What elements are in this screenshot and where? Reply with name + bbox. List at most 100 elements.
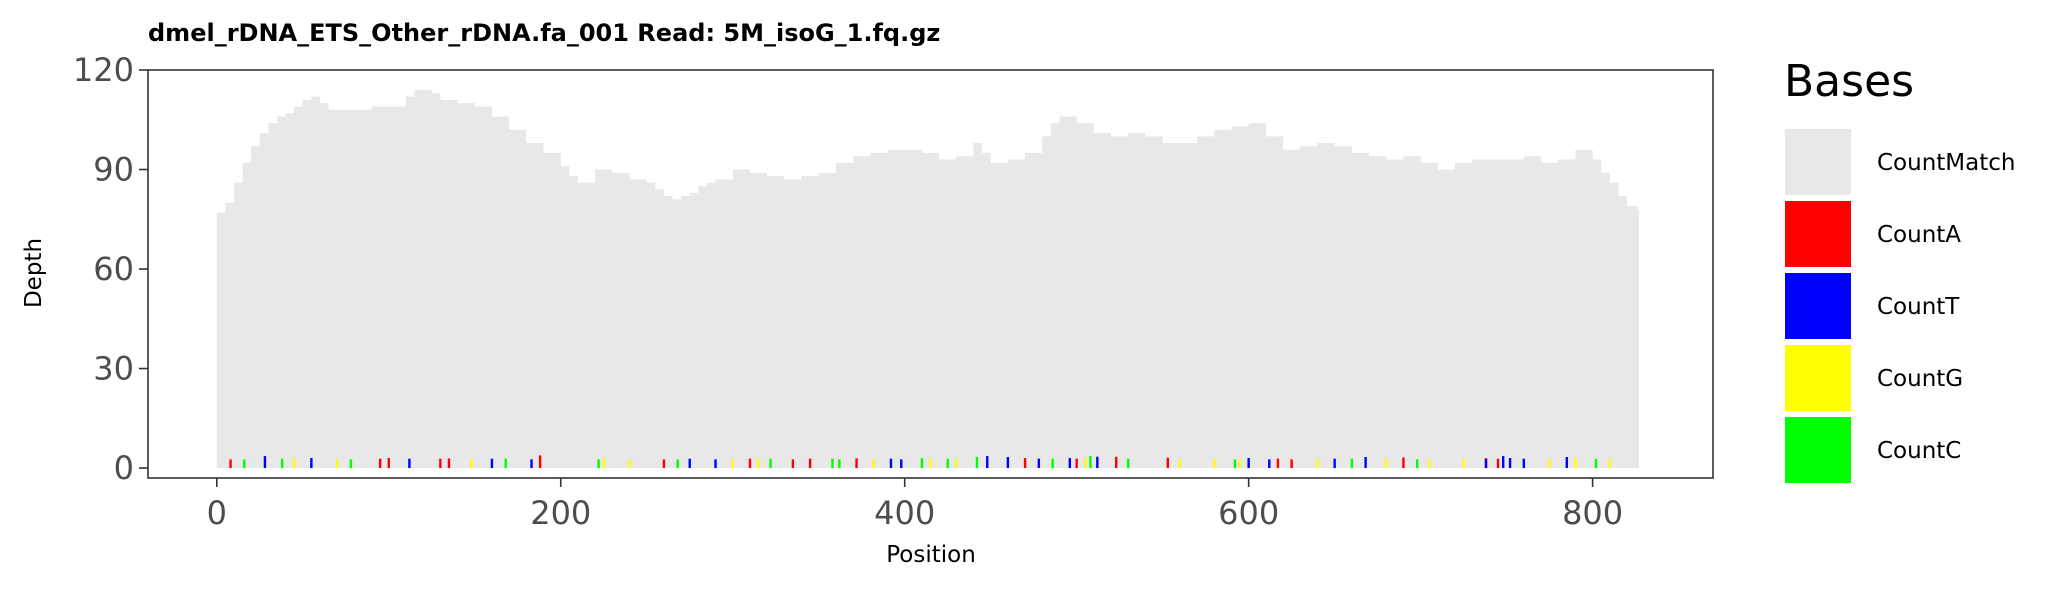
bar-countc <box>1127 458 1130 469</box>
legend-label-countc: CountC <box>1877 438 1961 464</box>
bar-countg <box>1574 458 1577 469</box>
bar-countc <box>1594 458 1598 469</box>
bar-counta <box>439 458 442 469</box>
bar-countg <box>757 458 760 469</box>
bar-countc <box>1415 459 1419 469</box>
bar-countc <box>838 459 841 469</box>
bar-countg <box>955 458 958 469</box>
bar-countg <box>1428 459 1431 469</box>
bar-countt <box>408 458 411 469</box>
bar-countg <box>1084 458 1087 469</box>
bar-counta <box>538 455 542 469</box>
bar-countt <box>1006 457 1010 469</box>
legend-label-counta: CountA <box>1877 222 1961 248</box>
bar-countc <box>946 458 949 469</box>
x-tick-label: 600 <box>1218 494 1279 532</box>
bar-countc <box>280 458 284 469</box>
bar-counta <box>1290 459 1293 469</box>
y-axis-title: Depth <box>21 238 47 308</box>
bar-countc <box>975 457 979 469</box>
bar-counta <box>808 458 812 469</box>
y-tick-label: 30 <box>93 350 134 388</box>
bar-countt <box>263 456 267 469</box>
bar-countc <box>831 458 834 469</box>
bar-counta <box>1496 458 1500 469</box>
bar-counta <box>662 459 666 469</box>
x-tick-label: 800 <box>1562 494 1623 532</box>
plot-panel <box>147 69 1714 479</box>
legend-label-countt: CountT <box>1877 294 1960 320</box>
bar-counta <box>447 458 451 469</box>
bar-countg <box>292 458 296 469</box>
legend-key-counta <box>1785 201 1851 267</box>
bar-countg <box>1238 458 1242 469</box>
bar-countg <box>470 459 473 469</box>
legend-label-countg: CountG <box>1877 366 1963 392</box>
bar-countt <box>490 458 494 469</box>
series-countmatch-area <box>216 89 1640 469</box>
legend-title: Bases <box>1784 56 1914 107</box>
bar-countc <box>1051 458 1054 469</box>
legend-key-countmatch <box>1785 129 1851 195</box>
plot-border <box>147 69 1714 479</box>
x-tick-label: 200 <box>530 494 591 532</box>
bar-countc <box>349 459 353 469</box>
bar-counta <box>1276 458 1280 469</box>
bar-countt <box>1484 459 1488 469</box>
legend-key-countg <box>1785 345 1851 411</box>
bar-countg <box>1385 458 1388 469</box>
y-tick-label: 90 <box>93 151 134 189</box>
bar-countt <box>530 459 533 469</box>
bar-countc <box>920 458 924 469</box>
bar-counta <box>1166 457 1170 469</box>
bar-counta <box>378 458 382 469</box>
y-tick-label: 60 <box>93 250 134 288</box>
bar-countc <box>676 459 679 469</box>
bar-counta <box>748 458 752 469</box>
y-axis: 0 30 60 90 120 <box>73 51 148 487</box>
bar-countt <box>1068 458 1072 469</box>
series-countt <box>263 456 1569 469</box>
bar-countc <box>1350 458 1354 469</box>
bar-countc <box>504 458 507 469</box>
bar-countt <box>1037 458 1041 469</box>
legend-key-countc <box>1785 417 1851 483</box>
x-axis: 0 200 400 600 800 <box>207 478 1623 532</box>
legend-label-countmatch: CountMatch <box>1877 150 2015 176</box>
bar-countt <box>1247 458 1250 469</box>
bar-countt <box>1364 457 1367 469</box>
x-tick-label: 0 <box>207 494 227 532</box>
bar-countt <box>1522 458 1526 469</box>
bar-countc <box>597 459 600 469</box>
series-countc <box>243 456 1598 469</box>
x-axis-title: Position <box>886 542 976 568</box>
bar-countt <box>1333 458 1336 469</box>
bar-counta <box>791 459 795 469</box>
bar-countg <box>628 459 631 469</box>
bar-countc <box>243 459 246 469</box>
y-tick-label: 0 <box>114 449 134 487</box>
bar-countg <box>1462 458 1465 469</box>
bar-counta <box>229 459 232 469</box>
bar-countg <box>335 459 339 469</box>
bar-countt <box>688 458 691 469</box>
bar-countc <box>769 458 772 469</box>
bar-countg <box>731 459 734 469</box>
bar-countt <box>1268 459 1271 469</box>
bar-counta <box>1075 458 1078 469</box>
bar-countg <box>1316 459 1319 469</box>
bar-counta <box>855 458 858 469</box>
bar-countg <box>1213 459 1216 469</box>
bar-countt <box>1096 456 1099 469</box>
bar-counta <box>1023 458 1027 469</box>
bar-countt <box>900 459 903 469</box>
bar-countt <box>714 459 717 469</box>
bar-countg <box>602 458 605 469</box>
series-counta <box>229 455 1500 469</box>
chart-title: dmel_rDNA_ETS_Other_rDNA.fa_001 Read: 5M… <box>148 19 940 47</box>
y-tick-label: 120 <box>73 51 134 89</box>
bar-counta <box>1115 456 1118 469</box>
bar-countt <box>889 458 893 469</box>
bar-countt <box>1508 458 1512 469</box>
